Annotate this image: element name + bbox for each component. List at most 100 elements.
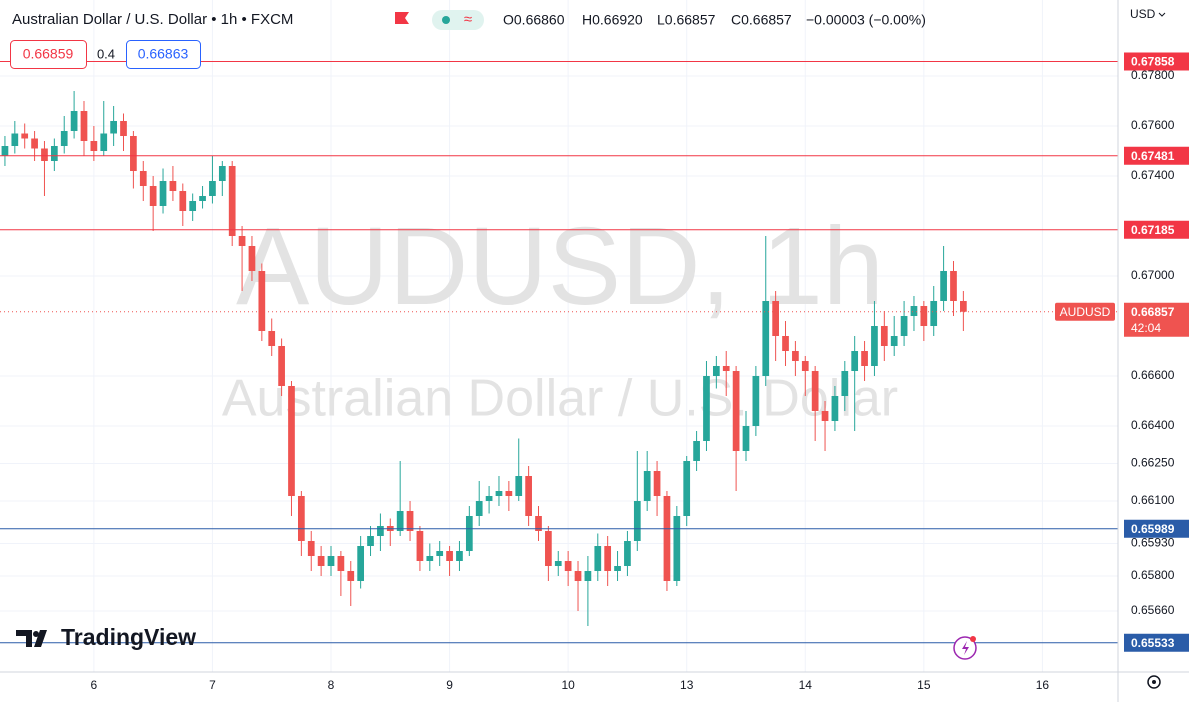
spread: 0.4	[97, 46, 115, 61]
candle-body	[742, 426, 750, 451]
logo-text: TradingView	[61, 624, 196, 650]
candle-body	[298, 496, 305, 541]
candle-body	[268, 331, 276, 346]
candle-body	[377, 526, 384, 536]
candle-body	[189, 201, 197, 211]
y-tick-label: 0.65800	[1131, 568, 1175, 582]
axes: 6 7 8 9 10 13 14 15 16 0.67800 0.67600 0.67400 0.670…	[91, 52, 1189, 692]
candle-body	[624, 541, 631, 566]
candle-body	[307, 541, 315, 556]
candle-body	[130, 136, 137, 171]
candle-body	[545, 531, 552, 566]
level-label-box	[1124, 146, 1189, 165]
candle-body	[169, 181, 177, 191]
candle-body	[920, 306, 928, 326]
candle-body	[871, 326, 878, 366]
candle-body	[426, 556, 434, 561]
level-label-box	[1124, 52, 1189, 71]
candle-body	[643, 471, 651, 501]
candle-body	[347, 571, 355, 581]
ohlc-low: L0.66857	[657, 12, 716, 28]
candle-body	[238, 236, 246, 246]
logo-dot	[33, 631, 39, 637]
candle-body	[465, 516, 473, 551]
y-tick-label: 0.67000	[1131, 268, 1175, 282]
candle-body	[218, 166, 226, 181]
ohlc-high: H0.66920	[582, 12, 643, 28]
candle-body	[406, 511, 414, 531]
level-label: 0.65989	[1131, 522, 1175, 536]
candle-body	[258, 271, 266, 331]
candle-body	[278, 346, 285, 386]
candle-body	[60, 131, 68, 146]
candle-body	[772, 301, 779, 336]
level-label: 0.65533	[1131, 636, 1175, 650]
candle-body	[515, 476, 523, 496]
currency-selector[interactable]: USD	[1130, 7, 1156, 21]
candle-body	[248, 246, 256, 271]
grid	[0, 0, 1118, 672]
ohlc-close: C0.66857	[731, 12, 792, 28]
candle-body	[495, 491, 503, 496]
settings-icon[interactable]	[1147, 675, 1161, 689]
candle-body	[357, 546, 365, 581]
candle-body	[614, 566, 621, 571]
status-icon: ≈	[464, 11, 472, 28]
candle-body	[327, 556, 335, 566]
x-tick-label: 13	[680, 678, 694, 692]
logo-mark	[16, 630, 47, 647]
candle-body	[475, 501, 483, 516]
candle-body	[782, 336, 789, 351]
last-price-label: 0.66857	[1131, 305, 1175, 319]
candle-body	[683, 461, 691, 516]
candle-body	[703, 376, 710, 441]
candle-body	[228, 166, 236, 236]
candle-body	[485, 496, 493, 501]
x-tick-label: 14	[799, 678, 813, 692]
y-tick-label: 0.67600	[1131, 118, 1175, 132]
level-label: 0.67858	[1131, 55, 1175, 69]
buy-button[interactable]	[126, 40, 201, 69]
candle-body	[41, 148, 48, 161]
events-badge	[970, 636, 976, 642]
level-label: 0.67481	[1131, 149, 1175, 163]
candle-body	[554, 561, 562, 566]
level-label-box	[1124, 633, 1189, 652]
candle-body	[31, 138, 38, 149]
candle-body	[663, 496, 671, 581]
y-tick-label: 0.66600	[1131, 368, 1175, 382]
candle-body	[752, 376, 760, 426]
status-dot	[442, 16, 450, 24]
status-pill[interactable]	[432, 10, 484, 30]
candle-body	[416, 531, 424, 561]
x-tick-label: 9	[446, 678, 453, 692]
sell-button[interactable]	[10, 40, 87, 69]
candle-body	[179, 191, 187, 211]
candle-body	[604, 546, 612, 571]
settings-center	[1152, 680, 1156, 684]
ohlc-change: −0.00003 (−0.00%)	[806, 12, 926, 28]
y-tick-label: 0.66400	[1131, 418, 1175, 432]
buy-price: 0.66863	[138, 46, 189, 62]
flag-icon[interactable]	[395, 12, 409, 24]
candle-body	[139, 171, 147, 186]
plot	[0, 61, 1118, 644]
symbol-tag-box	[1055, 302, 1115, 321]
candle-body	[367, 536, 374, 546]
candle-body	[337, 556, 345, 571]
candle-body	[1, 146, 9, 156]
x-tick-label: 8	[328, 678, 335, 692]
x-tick-label: 15	[917, 678, 931, 692]
candle-body	[110, 121, 117, 134]
candle-body	[890, 336, 898, 346]
level-label-box	[1124, 519, 1189, 538]
candle-body	[50, 146, 58, 161]
candle-body	[851, 351, 859, 371]
y-tick-label: 0.67400	[1131, 168, 1175, 182]
y-tick-label: 0.67800	[1131, 68, 1175, 82]
candle-body	[811, 371, 819, 411]
candle-body	[120, 121, 127, 136]
y-tick-label: 0.65660	[1131, 603, 1175, 617]
